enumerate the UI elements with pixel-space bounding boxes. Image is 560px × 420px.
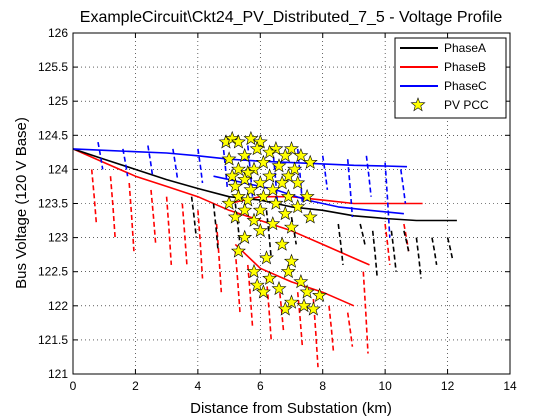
legend-pv-pcc-label: PV PCC (444, 98, 489, 112)
legend: PhaseA PhaseB PhaseC PV PCC (395, 38, 506, 118)
y-tick-label: 125 (48, 94, 68, 108)
y-axis-label: Bus Voltage (120 V Base) (13, 117, 30, 289)
legend-phaseb-label: PhaseB (444, 60, 486, 74)
legend-phasec-label: PhaseC (444, 79, 487, 93)
x-tick-label: 0 (70, 379, 77, 393)
y-tick-label: 124.5 (38, 128, 68, 142)
y-tick-label: 122 (48, 299, 68, 313)
y-tick-label: 123 (48, 231, 68, 245)
x-tick-label: 6 (257, 379, 264, 393)
x-axis-label: Distance from Substation (km) (190, 400, 392, 417)
y-tick-label: 126 (48, 26, 68, 40)
x-tick-label: 10 (378, 379, 392, 393)
x-tick-label: 14 (503, 379, 517, 393)
x-tick-label: 12 (441, 379, 455, 393)
y-tick-label: 125.5 (38, 60, 68, 74)
y-tick-label: 121.5 (38, 333, 68, 347)
y-tick-label: 124 (48, 162, 68, 176)
y-tick-label: 122.5 (38, 265, 68, 279)
y-tick-label: 123.5 (38, 197, 68, 211)
x-tick-label: 8 (319, 379, 326, 393)
legend-phasea-label: PhaseA (444, 41, 486, 55)
x-tick-label: 4 (195, 379, 202, 393)
y-tick-label: 121 (48, 367, 68, 381)
chart-title: ExampleCircuit\Ckt24_PV_Distributed_7_5 … (80, 9, 503, 26)
x-tick-label: 2 (132, 379, 139, 393)
